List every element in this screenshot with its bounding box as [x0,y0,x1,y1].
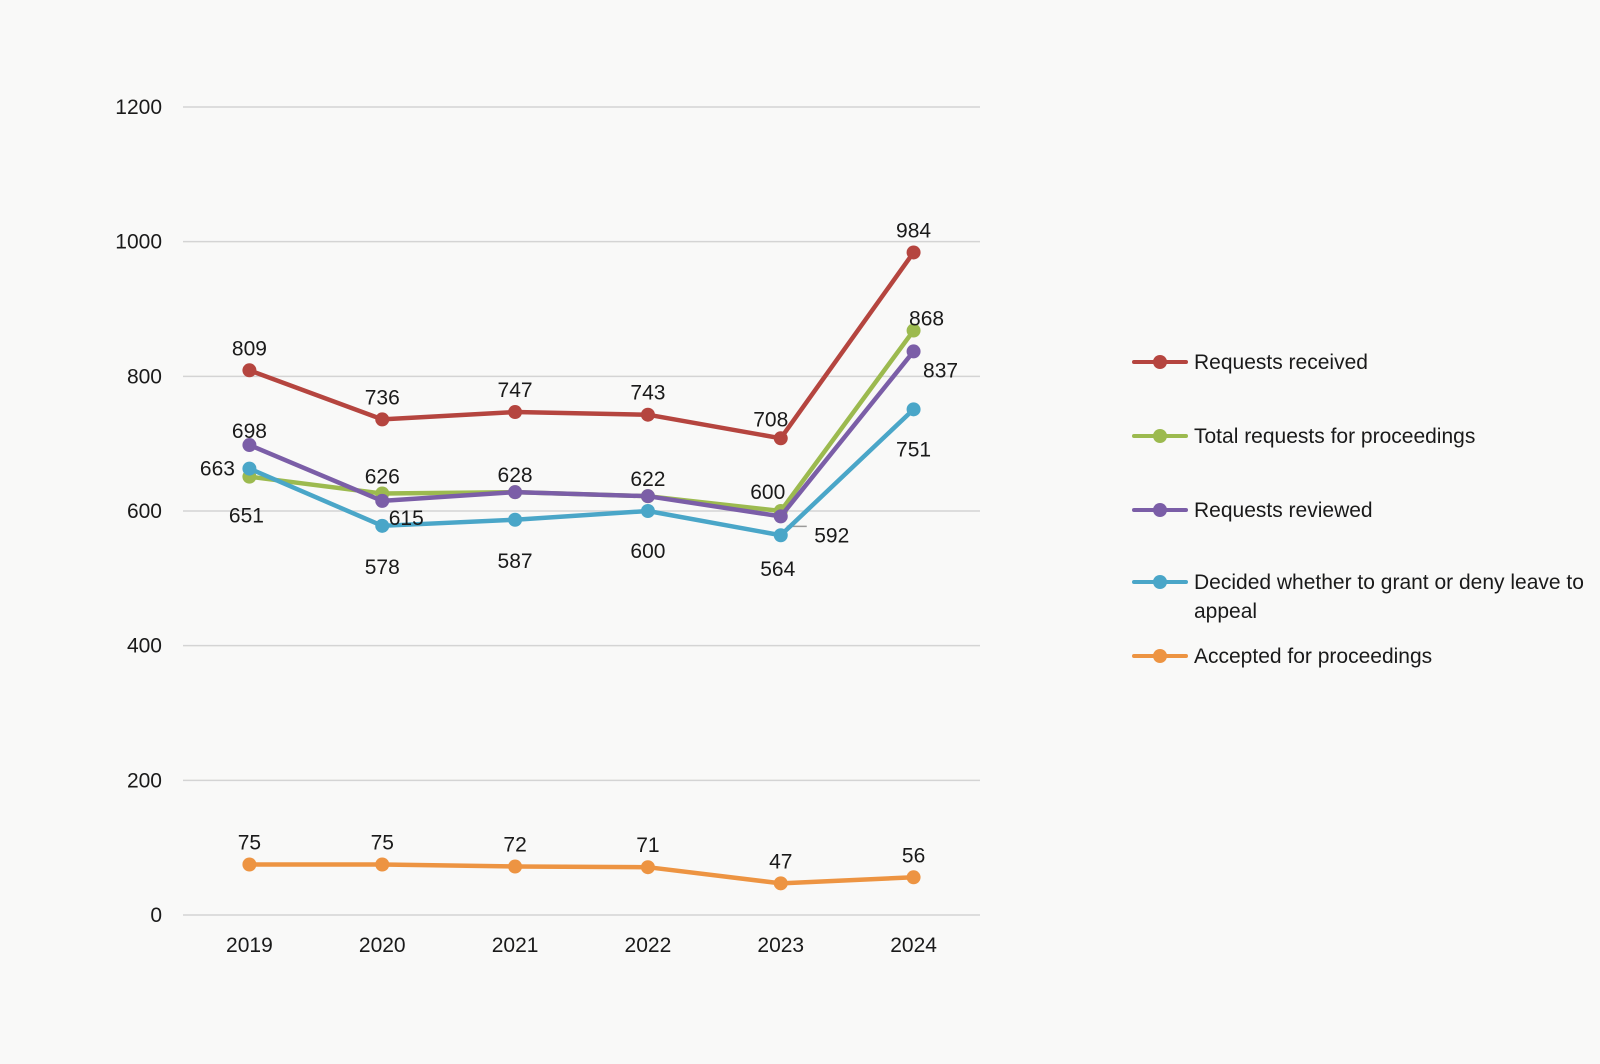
x-tick-label: 2024 [890,934,937,957]
data-point [242,857,257,872]
data-point [375,412,390,427]
data-label: 75 [371,832,394,855]
data-label: 626 [365,465,400,488]
data-point [640,407,655,422]
data-point [508,485,523,500]
data-label: 809 [232,337,267,360]
gridlines [183,106,980,916]
data-point [906,344,921,359]
legend-swatch [1132,575,1188,589]
legend-label: Accepted for proceedings [1194,645,1433,668]
data-label: 751 [896,438,931,461]
legend-swatch [1132,503,1188,517]
data-point [508,859,523,874]
legend-swatch [1132,649,1188,663]
data-label: 587 [498,550,533,573]
data-point [375,493,390,508]
data-label: 564 [760,558,795,581]
data-label: 600 [750,481,785,504]
y-tick-label: 200 [127,769,162,792]
data-label: 651 [229,505,264,528]
data-point [508,405,523,420]
series-line [247,862,916,886]
legend-swatch [1132,429,1188,443]
data-label: 56 [902,844,925,867]
x-axis-ticks: 2019 2020 2021 2022 2023 2024 [226,934,937,957]
data-label: 71 [636,834,659,857]
y-tick-label: 0 [150,904,162,927]
y-tick-label: 800 [127,365,162,388]
data-labels: 809 736 747 743 708 984 651 626 628 622 600 868 698 6… [200,219,958,873]
data-point [773,431,788,446]
data-point [773,528,788,543]
series-line [247,407,916,538]
data-label: 615 [389,507,424,530]
y-tick-label: 1200 [115,96,162,119]
legend-label: Requests reviewed [1194,499,1373,522]
x-tick-label: 2021 [492,934,539,957]
data-label: 75 [238,832,261,855]
data-label: 736 [365,386,400,409]
data-label: 868 [909,308,944,331]
data-point [242,461,257,476]
data-point [375,857,390,872]
series-requests-received [242,245,921,446]
x-tick-label: 2023 [757,934,804,957]
data-label: 663 [200,458,235,481]
x-tick-label: 2022 [625,934,672,957]
legend-item-accepted-for-proceedings: Accepted for proceedings [1132,642,1600,671]
series-requests-reviewed [242,344,921,524]
x-tick-label: 2019 [226,934,273,957]
data-label: 600 [630,540,665,563]
legend-item-requests-received: Requests received [1132,348,1600,377]
data-label: 592 [814,524,849,547]
data-point [375,518,390,533]
data-point [906,245,921,260]
data-point [242,363,257,378]
y-tick-label: 600 [127,500,162,523]
data-point [773,876,788,891]
y-tick-label: 400 [127,635,162,658]
data-label: 622 [630,468,665,491]
data-label: 578 [365,556,400,579]
legend-label: Total requests for proceedings [1194,425,1476,448]
y-axis-ticks: 0 200 400 600 800 1000 1200 [115,96,162,927]
legend-item-requests-reviewed: Requests reviewed [1132,496,1600,525]
data-point [242,438,257,453]
data-label: 47 [769,850,792,873]
data-point [906,402,921,417]
data-point [640,489,655,504]
legend-item-total-requests-for-proceedings: Total requests for proceedings [1132,422,1600,451]
data-point [906,323,921,338]
series-accepted-for-proceedings [242,857,921,891]
series-line [247,328,916,514]
data-point [906,870,921,885]
data-label: 628 [498,464,533,487]
data-label: 743 [630,382,665,405]
data-label: 984 [896,219,931,242]
x-tick-label: 2020 [359,934,406,957]
data-point [508,512,523,527]
legend-item-decided-whether-to-grant-or-deny-leave-to-appeal: Decided whether to grant or deny leave t… [1132,568,1600,626]
series-line [247,349,916,519]
series-decided-whether-to-grant-or-deny-leave-to-appeal [242,402,921,543]
legend-label: Requests received [1194,351,1368,374]
legend-label: Decided whether to grant or deny leave t… [1194,571,1584,623]
y-tick-label: 1000 [115,231,162,254]
data-point [773,509,788,524]
legend-swatch [1132,355,1188,369]
data-point [640,860,655,875]
data-point [640,504,655,518]
series-lines [242,245,921,891]
series-line [247,250,916,441]
data-label: 837 [923,359,958,382]
data-label: 747 [498,379,533,402]
data-label: 698 [232,420,267,443]
series-total-requests-for-proceedings [242,323,921,518]
data-label: 708 [753,408,788,431]
data-label: 72 [503,834,526,857]
